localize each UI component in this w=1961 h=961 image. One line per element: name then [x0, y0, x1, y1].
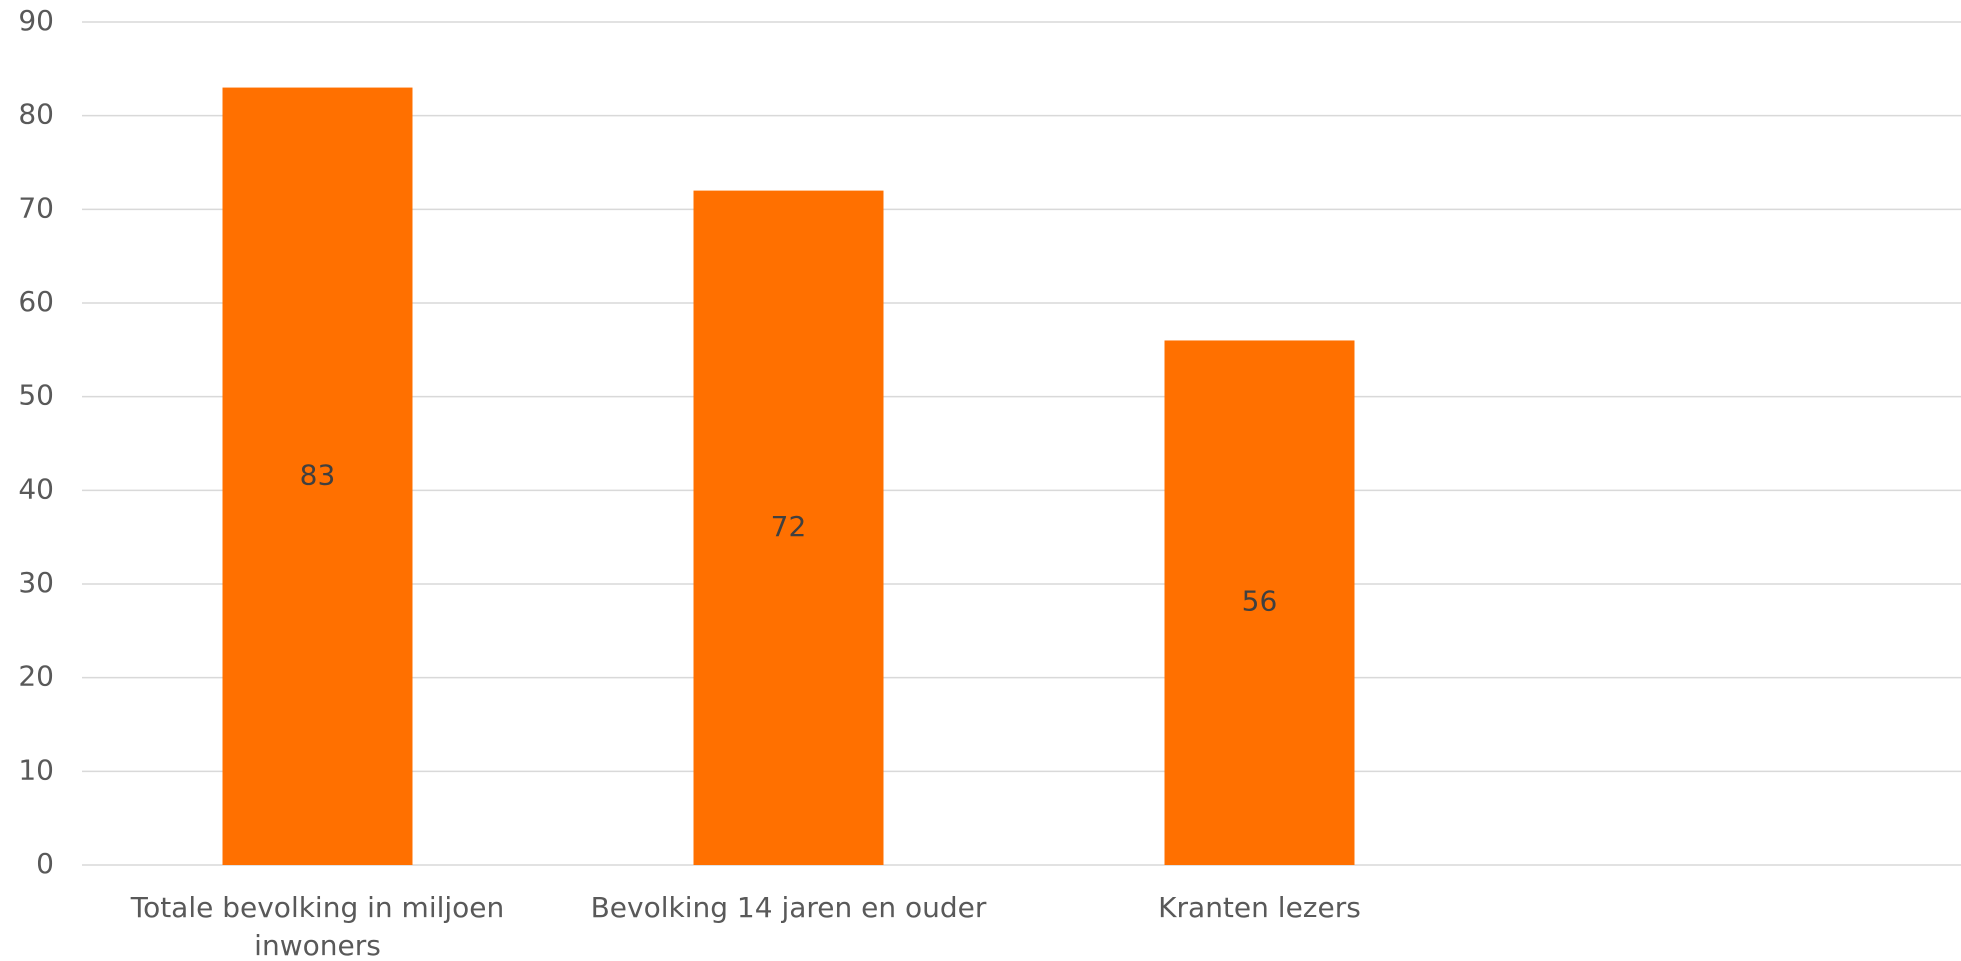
y-tick-label: 10 [18, 753, 54, 786]
y-tick-label: 80 [18, 98, 54, 131]
x-category-label-line: Kranten lezers [1158, 891, 1361, 924]
x-category-label: Bevolking 14 jaren en ouder [591, 891, 987, 924]
y-axis-tick-labels: 0 10 20 30 40 50 60 70 80 90 [18, 4, 54, 880]
y-tick-label: 70 [18, 191, 54, 224]
x-category-label-line: Totale bevolking in miljoen [130, 891, 505, 924]
data-label: 56 [1242, 585, 1278, 618]
y-tick-label: 30 [18, 566, 54, 599]
y-tick-label: 50 [18, 379, 54, 412]
y-tick-label: 90 [18, 4, 54, 37]
x-category-label-line: inwoners [254, 929, 381, 961]
bar [222, 87, 413, 866]
x-category-label: Kranten lezers [1158, 891, 1361, 924]
y-tick-label: 40 [18, 472, 54, 505]
y-tick-label: 20 [18, 660, 54, 693]
y-tick-label: 0 [36, 847, 54, 880]
data-labels: 83 72 56 [300, 458, 1278, 617]
x-category-label-line: Bevolking 14 jaren en ouder [591, 891, 987, 924]
bar [1164, 340, 1355, 865]
x-axis-category-labels: Totale bevolking in miljoen inwoners Bevol… [130, 891, 1361, 961]
data-label: 83 [300, 458, 336, 491]
y-tick-label: 60 [18, 285, 54, 318]
bar [693, 190, 884, 866]
bars [222, 87, 1355, 866]
x-category-label: Totale bevolking in miljoen inwoners [130, 891, 505, 961]
data-label: 72 [771, 510, 807, 543]
